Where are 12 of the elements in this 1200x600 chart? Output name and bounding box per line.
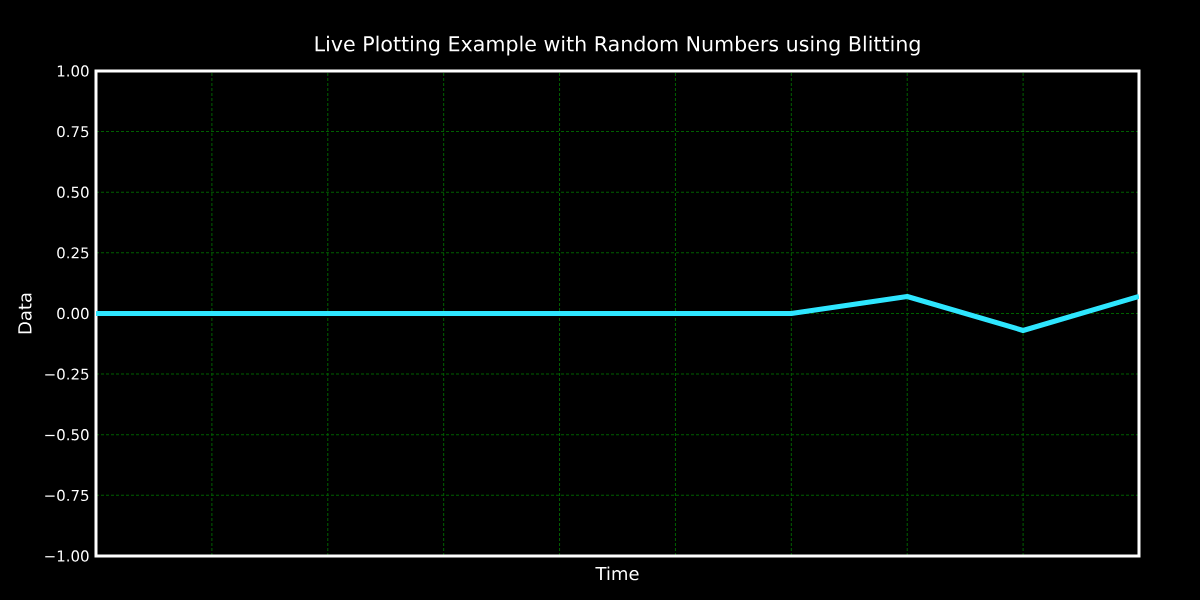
x-axis-title: Time bbox=[595, 566, 639, 581]
y-tick-label: −1.00 bbox=[45, 550, 89, 562]
y-tick-label: −0.75 bbox=[45, 489, 89, 502]
y-axis-title: Data bbox=[18, 293, 32, 334]
y-tick-label: 0.75 bbox=[57, 125, 89, 138]
y-tick-label: 0.50 bbox=[57, 186, 89, 198]
y-tick-label: 0.00 bbox=[57, 307, 89, 320]
chart-title: Live Plotting Example with Random Numbers using Blitting bbox=[315, 35, 920, 56]
y-tick-label: 0.25 bbox=[57, 247, 89, 259]
y-tick-label: −0.25 bbox=[45, 368, 89, 380]
y-tick-label: −0.50 bbox=[45, 429, 89, 441]
y-tick-label: 1.00 bbox=[57, 65, 89, 77]
